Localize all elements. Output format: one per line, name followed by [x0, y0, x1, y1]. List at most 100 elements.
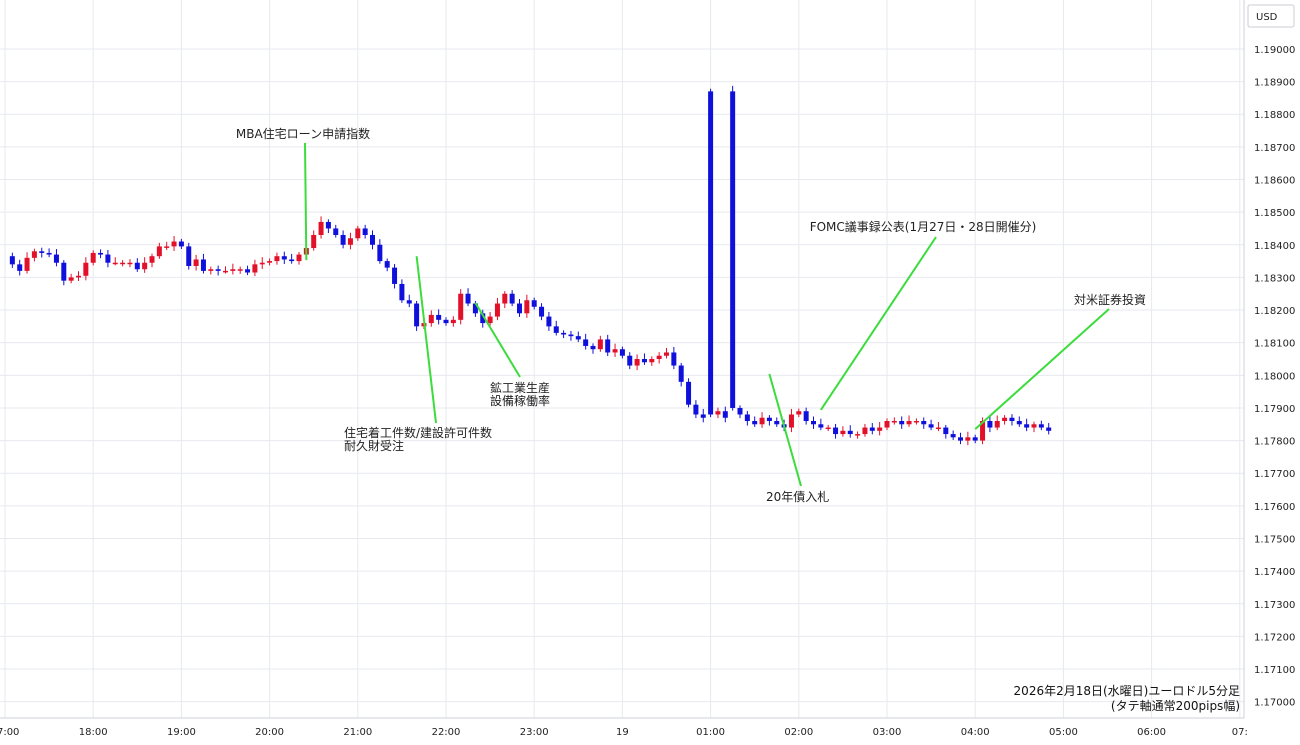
- candle: [230, 263, 236, 275]
- candle: [935, 421, 941, 432]
- candle: [237, 266, 243, 274]
- candle-body: [928, 424, 934, 428]
- candle-body: [171, 241, 177, 247]
- candle: [458, 289, 464, 325]
- footnote-line-1: 2026年2月18日(水曜日)ユーロドル5分足: [1014, 684, 1240, 698]
- candle: [605, 334, 611, 357]
- candle: [649, 356, 655, 366]
- candle-body: [31, 251, 37, 258]
- candle-body: [700, 414, 706, 418]
- candle-body: [583, 339, 589, 346]
- candle-body: [472, 303, 478, 314]
- footnote-line-2: (タテ軸通常200pips幅): [1111, 698, 1240, 713]
- candle: [722, 406, 728, 423]
- candle: [39, 247, 45, 258]
- candle: [384, 258, 390, 272]
- candle-body: [1046, 427, 1052, 431]
- candle: [671, 346, 677, 370]
- candle: [568, 330, 574, 341]
- candle-body: [641, 359, 647, 363]
- candle: [487, 312, 493, 326]
- candle: [1038, 420, 1044, 431]
- candle-body: [164, 246, 170, 248]
- candle-body: [223, 270, 228, 273]
- callout-line: [820, 236, 937, 411]
- candle-body: [877, 427, 883, 431]
- y-tick-label: 1.17300: [1254, 600, 1295, 611]
- candle: [958, 432, 963, 445]
- candle-body: [862, 427, 868, 435]
- candle-body: [737, 407, 743, 415]
- candle-body: [46, 252, 52, 255]
- candle-body: [436, 314, 442, 320]
- candle-body: [377, 244, 383, 262]
- callout-line: [415, 256, 437, 424]
- candle: [862, 423, 868, 437]
- candle: [531, 297, 537, 310]
- candle-body: [1009, 417, 1015, 422]
- candle: [9, 252, 15, 268]
- candle-body: [627, 355, 633, 366]
- annotation-label: 鉱工業生産: [490, 380, 550, 395]
- candle-body: [61, 262, 67, 281]
- y-tick-label: 1.17100: [1254, 665, 1295, 676]
- candle: [355, 225, 361, 241]
- candle: [972, 434, 978, 444]
- candle-body: [752, 421, 758, 425]
- candle-body: [186, 246, 192, 266]
- candle-body: [686, 381, 692, 405]
- candle-body: [619, 349, 625, 356]
- candle-body: [296, 254, 302, 262]
- candle-body: [39, 251, 45, 253]
- candle-body: [1031, 424, 1037, 428]
- candle: [1002, 415, 1008, 425]
- candle: [215, 265, 221, 276]
- candle-body: [994, 421, 1000, 428]
- candle-body: [1002, 417, 1008, 422]
- candle-body: [252, 264, 258, 273]
- candle-body: [90, 252, 96, 263]
- candle-body: [612, 349, 618, 353]
- candle-body: [524, 300, 530, 314]
- candle-body: [502, 293, 508, 304]
- candle-body: [656, 355, 662, 359]
- x-tick-label: 07:: [1232, 727, 1248, 738]
- candle: [737, 405, 743, 419]
- candle-body: [811, 421, 816, 425]
- candle: [289, 253, 295, 264]
- candle-body: [127, 262, 133, 265]
- candle-body: [825, 427, 831, 430]
- candle: [686, 378, 692, 408]
- candle: [83, 257, 89, 281]
- candle: [788, 408, 794, 433]
- candle-body: [149, 256, 155, 263]
- candle: [597, 335, 603, 352]
- candle-body: [458, 293, 464, 320]
- candle: [708, 88, 714, 418]
- candle: [98, 249, 104, 259]
- candle: [274, 252, 280, 265]
- candle: [641, 353, 647, 365]
- x-tick-label: 05:00: [1049, 727, 1078, 738]
- annotation-label: 対米証券投資: [1074, 292, 1146, 307]
- y-tick-label: 1.17900: [1254, 404, 1295, 415]
- candle: [76, 271, 81, 281]
- y-tick-label: 1.18700: [1254, 143, 1295, 154]
- candle: [208, 266, 214, 275]
- candle-body: [245, 269, 251, 273]
- candle-body: [384, 261, 390, 268]
- candle: [370, 230, 375, 250]
- candle-body: [943, 427, 949, 435]
- candle: [465, 288, 471, 307]
- candle: [127, 259, 133, 268]
- event-annotation: 20年債入札: [766, 373, 829, 504]
- candle-body: [370, 234, 375, 245]
- candle-body: [722, 411, 728, 418]
- candle-body: [649, 359, 655, 363]
- candle-body: [671, 352, 677, 366]
- candle-body: [120, 262, 126, 265]
- candle-body: [597, 339, 603, 350]
- candle-body: [98, 252, 104, 255]
- candle-body: [833, 427, 839, 435]
- candle: [134, 258, 140, 272]
